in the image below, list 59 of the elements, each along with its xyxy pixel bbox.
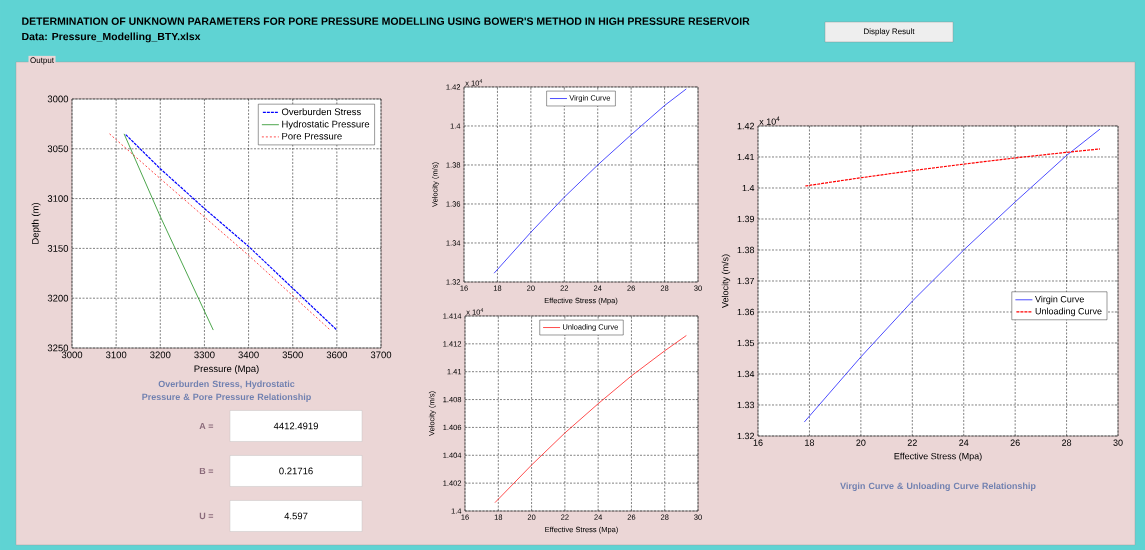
y-tick-label: 1.42 [737, 122, 755, 130]
legend-label: Hydrostatic Pressure [282, 120, 370, 130]
x-tick-label: 16 [753, 439, 763, 446]
x-tick-label: 26 [1010, 439, 1020, 446]
y-tick-label: 3250 [47, 344, 69, 352]
y-tick-label: 1.37 [737, 277, 755, 285]
text: Overburden Stress, Hydrostatic Pressure & Pore Pressure Relationship [142, 380, 311, 402]
line-series [803, 148, 1101, 187]
text: Output [30, 57, 54, 65]
x-axis-title: Pressure (Mpa) [194, 365, 259, 374]
line-series [494, 335, 687, 503]
text: 4412.4919 [273, 422, 318, 430]
line-series [803, 128, 1101, 423]
legend-label: Unloading Curve [1035, 307, 1102, 317]
x-tick-label: 3700 [370, 351, 392, 359]
y-axis-title: Depth (m) [31, 202, 41, 244]
text: Display Result [864, 28, 915, 36]
x-axis-title: Effective Stress (Mpa) [894, 452, 982, 462]
text: A = [199, 422, 214, 430]
y-tick-label: 1.32 [737, 432, 755, 440]
y-tick-label: 3100 [47, 195, 69, 202]
x-tick-label: 3300 [194, 351, 215, 359]
y-tick-label: 3150 [47, 245, 69, 252]
x-tick-label: 3500 [282, 351, 303, 359]
text: Virgin Curve & Unloading Curve Relationship [840, 482, 1036, 491]
x-tick-label: 30 [1113, 439, 1123, 446]
y-tick-label: 1.35 [737, 339, 755, 347]
x-tick-label: 18 [805, 439, 815, 446]
text: U = [199, 512, 214, 520]
x-tick-label: 28 [1062, 439, 1072, 446]
text: 4.597 [284, 512, 308, 520]
text: Data: Pressure_Modelling_BTY.xlsx [22, 32, 201, 43]
x-tick-label: 24 [959, 439, 969, 446]
text: x 10$^{4}$ [759, 116, 780, 125]
x-tick-label: 3400 [238, 351, 259, 359]
legend-label: Pore Pressure [282, 132, 342, 140]
y-tick-label: 1.41 [737, 153, 755, 161]
y-tick-label: 1.34 [737, 370, 755, 378]
y-tick-label: 3000 [47, 95, 69, 103]
y-tick-label: 1.36 [737, 308, 755, 316]
x-tick-label: 20 [856, 439, 866, 446]
y-tick-label: 1.39 [737, 215, 755, 223]
y-tick-label: 3050 [47, 145, 69, 153]
x-tick-label: 3000 [61, 351, 83, 359]
y-tick-label: 1.33 [737, 401, 755, 409]
text: DETERMINATION OF UNKNOWN PARAMETERS FOR PORE PRESSURE MODELLING USING BOWER'S METHOD IN HIGH PRESSURE RESERVOIR [22, 17, 750, 25]
x-tick-label: 3600 [326, 351, 348, 359]
x-tick-label: 3100 [105, 351, 127, 359]
y-tick-label: 1.4 [742, 184, 755, 192]
legend-label: Virgin Curve [1035, 295, 1084, 305]
text: B = [199, 467, 214, 475]
y-tick-label: 1.38 [737, 246, 755, 254]
text: 0.21716 [279, 467, 313, 475]
y-axis-title: Velocity (m/s) [721, 254, 731, 308]
legend-label: Overburden Stress [281, 108, 361, 116]
line-series [493, 88, 687, 274]
x-tick-label: 22 [907, 439, 917, 446]
y-tick-label: 3200 [47, 294, 69, 302]
x-tick-label: 3200 [150, 351, 171, 359]
